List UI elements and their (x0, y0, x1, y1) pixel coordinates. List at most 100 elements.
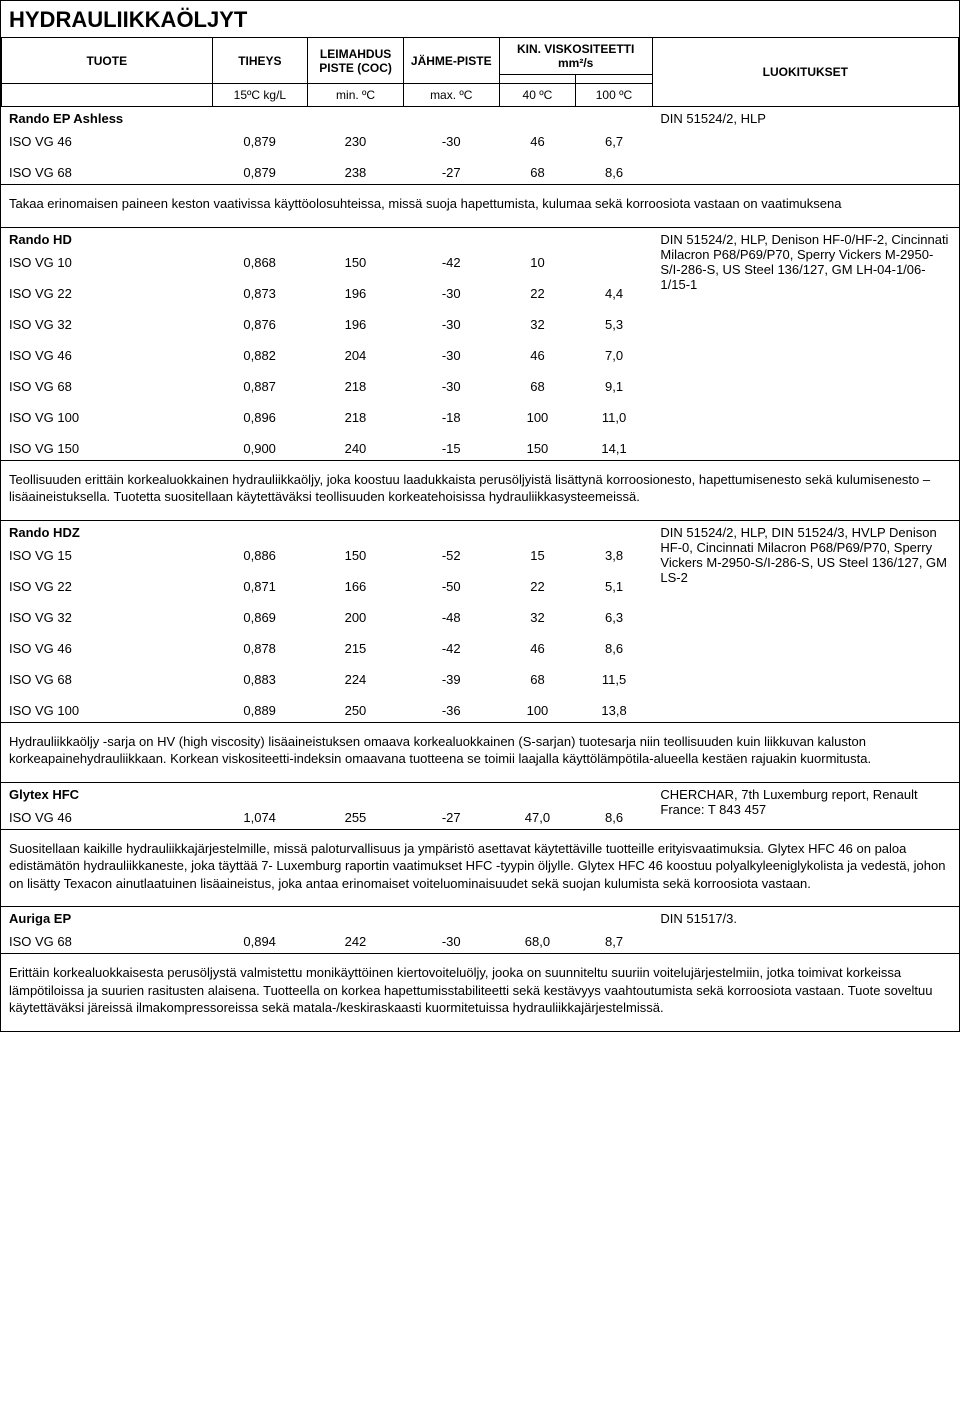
product-name: Rando HD (1, 227, 212, 251)
row-gap (1, 429, 652, 437)
row-gap (1, 305, 652, 313)
row-visk40: 32 (499, 313, 576, 336)
row-jahme: -30 (403, 375, 499, 398)
row-visk100: 13,8 (576, 699, 653, 722)
row-visk40: 22 (499, 282, 576, 305)
classification-text: DIN 51524/2, HLP, DIN 51524/3, HVLP Deni… (652, 520, 959, 637)
row-visk100: 8,7 (576, 930, 653, 953)
row-tiheys: 0,882 (212, 344, 308, 367)
row-tiheys: 1,074 (212, 806, 308, 829)
row-gap (1, 660, 652, 668)
row-label: ISO VG 100 (1, 699, 212, 722)
row-visk100: 8,6 (576, 161, 653, 184)
header-leimahdus-unit: min. ºC (308, 84, 404, 107)
product-description: Suositellaan kaikille hydrauliikkajärjes… (1, 829, 959, 907)
row-gap (1, 398, 652, 406)
classification-text: DIN 51524/2, HLP (652, 107, 959, 161)
row-leimahdus: 242 (308, 930, 404, 953)
header-visk: KIN. VISKOSITEETTI mm²/s (499, 38, 652, 75)
empty-cell (499, 227, 576, 251)
header-visk40-unit: 40 ºC (499, 84, 576, 107)
row-label: ISO VG 32 (1, 313, 212, 336)
empty-cell (499, 520, 576, 544)
row-leimahdus: 230 (308, 130, 404, 153)
row-label: ISO VG 68 (1, 668, 212, 691)
row-label: ISO VG 46 (1, 806, 212, 829)
row-visk100: 6,7 (576, 130, 653, 153)
header-luokitukset: LUOKITUKSET (652, 38, 958, 107)
row-gap (1, 567, 652, 575)
row-visk100: 5,1 (576, 575, 653, 598)
empty-cell (576, 520, 653, 544)
row-label: ISO VG 32 (1, 606, 212, 629)
classification-text: CHERCHAR, 7th Luxemburg report, Renault … (652, 782, 959, 829)
empty-cell (576, 107, 653, 130)
header-tuote: TUOTE (2, 38, 213, 84)
empty-cell (576, 782, 653, 806)
row-jahme: -50 (403, 575, 499, 598)
row-tiheys: 0,879 (212, 130, 308, 153)
row-leimahdus: 255 (308, 806, 404, 829)
row-leimahdus: 150 (308, 544, 404, 567)
row-visk100: 9,1 (576, 375, 653, 398)
row-visk40: 100 (499, 699, 576, 722)
row-visk40: 46 (499, 130, 576, 153)
row-leimahdus: 218 (308, 375, 404, 398)
product-section: Rando EP AshlessDIN 51524/2, HLPISO VG 4… (1, 107, 959, 184)
row-tiheys: 0,894 (212, 930, 308, 953)
row-tiheys: 0,879 (212, 161, 308, 184)
row-jahme: -15 (403, 437, 499, 460)
row-jahme: -30 (403, 344, 499, 367)
row-label: ISO VG 22 (1, 575, 212, 598)
row-gap (1, 598, 652, 606)
row-tiheys: 0,900 (212, 437, 308, 460)
row-label: ISO VG 68 (1, 930, 212, 953)
row-tiheys: 0,883 (212, 668, 308, 691)
empty-cell (499, 782, 576, 806)
empty-cell (576, 907, 653, 931)
row-visk40: 15 (499, 544, 576, 567)
page-container: HYDRAULIIKKAÖLJYT TUOTE TIHEYS LEIMAHDUS… (0, 0, 960, 1032)
page-title: HYDRAULIIKKAÖLJYT (1, 1, 959, 37)
row-visk40: 100 (499, 406, 576, 429)
row-visk100: 3,8 (576, 544, 653, 567)
row-gap (1, 336, 652, 344)
row-visk40: 68 (499, 375, 576, 398)
empty-cell (403, 227, 499, 251)
empty-cell (308, 782, 404, 806)
classification-text: DIN 51524/2, HLP, Denison HF-0/HF-2, Cin… (652, 227, 959, 367)
row-gap (1, 367, 652, 375)
row-visk40: 10 (499, 251, 576, 274)
row-tiheys: 0,876 (212, 313, 308, 336)
product-name: Rando EP Ashless (1, 107, 212, 130)
row-jahme: -30 (403, 313, 499, 336)
row-label: ISO VG 15 (1, 544, 212, 567)
row-leimahdus: 250 (308, 699, 404, 722)
row-visk100: 7,0 (576, 344, 653, 367)
column-header-table: TUOTE TIHEYS LEIMAHDUS PISTE (COC) JÄHME… (1, 37, 959, 107)
product-name: Auriga EP (1, 907, 212, 931)
empty-cell (403, 782, 499, 806)
classification-text: DIN 51517/3. (652, 907, 959, 954)
row-leimahdus: 240 (308, 437, 404, 460)
header-visk100-unit: 100 ºC (576, 84, 653, 107)
row-jahme: -18 (403, 406, 499, 429)
empty-cell (212, 907, 308, 931)
row-jahme: -30 (403, 282, 499, 305)
row-leimahdus: 224 (308, 668, 404, 691)
row-label: ISO VG 46 (1, 637, 212, 660)
row-visk40: 46 (499, 637, 576, 660)
empty-cell (403, 907, 499, 931)
product-section: Glytex HFCCHERCHAR, 7th Luxemburg report… (1, 782, 959, 829)
row-tiheys: 0,886 (212, 544, 308, 567)
row-leimahdus: 166 (308, 575, 404, 598)
row-jahme: -36 (403, 699, 499, 722)
row-visk40: 32 (499, 606, 576, 629)
product-section: Rando HD DIN 51524/2, HLP, Denison HF-0/H… (1, 227, 959, 460)
empty-cell (403, 520, 499, 544)
row-visk100: 6,3 (576, 606, 653, 629)
row-visk100: 8,6 (576, 806, 653, 829)
row-leimahdus: 238 (308, 161, 404, 184)
product-section: Auriga EPDIN 51517/3.ISO VG 680,894242-3… (1, 906, 959, 953)
row-visk100: 11,5 (576, 668, 653, 691)
